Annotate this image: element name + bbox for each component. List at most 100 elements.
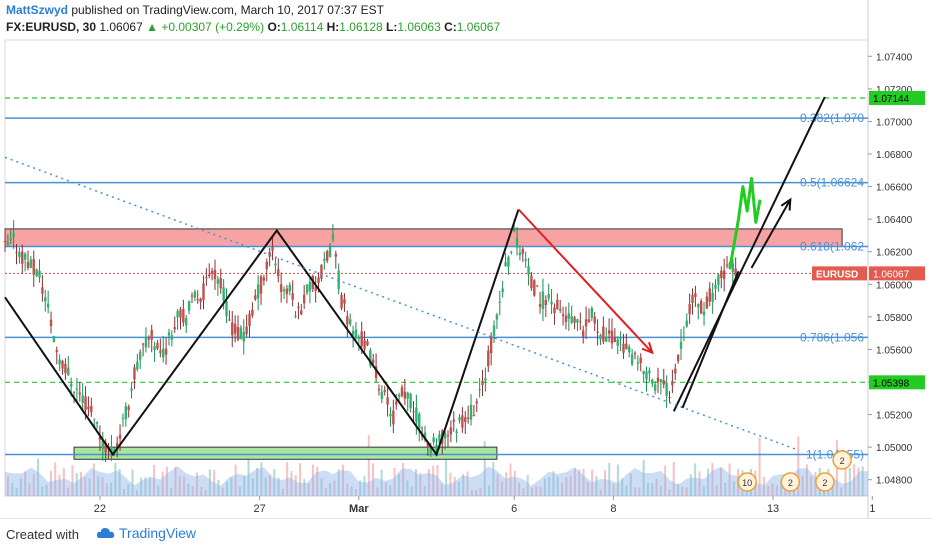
candle-body	[377, 388, 381, 391]
volume-bar	[677, 483, 680, 496]
candle-body	[570, 316, 573, 323]
candle-body	[694, 293, 697, 298]
volume-bar	[277, 477, 280, 496]
candle-body	[274, 263, 277, 266]
open-value: 1.06114	[280, 20, 324, 34]
event-marker[interactable]	[780, 472, 801, 492]
candle-body	[599, 335, 602, 340]
candle-body	[26, 261, 30, 268]
candle-body	[202, 283, 205, 301]
candle-body	[533, 280, 536, 296]
volume-bar	[586, 482, 589, 496]
resistance-zone[interactable]	[4, 228, 843, 248]
candle-body	[130, 388, 133, 391]
candle-body	[9, 238, 12, 241]
candle-body	[619, 338, 622, 340]
event-marker[interactable]	[832, 450, 852, 470]
candle-body	[443, 432, 447, 439]
trend-upper-trend[interactable]	[672, 96, 826, 412]
candle-body	[196, 299, 199, 301]
author-name[interactable]: MattSzwyd	[6, 3, 69, 17]
candle-body	[495, 314, 499, 320]
volume-bar	[573, 468, 576, 496]
candle-body	[233, 324, 237, 334]
candle-body	[645, 371, 648, 380]
candle-body	[432, 437, 435, 443]
volume-bar	[114, 462, 117, 496]
candle-body	[556, 299, 559, 310]
candle-body	[685, 320, 688, 327]
black-arrow-shaft[interactable]	[750, 199, 792, 269]
candle-body	[682, 336, 686, 338]
candle-body	[225, 301, 228, 317]
arrows	[517, 176, 792, 355]
level-badge-green-mid	[869, 375, 925, 390]
candle-body	[182, 309, 185, 323]
red-arrow-shaft[interactable]	[517, 208, 653, 354]
volume-bar	[410, 486, 413, 496]
candle-body	[642, 370, 645, 374]
candle-body	[308, 282, 312, 292]
candle-body	[248, 313, 251, 326]
level-badge-text-green-mid: 1.05398	[873, 378, 910, 389]
candle-body	[121, 417, 125, 419]
x-tick-label: 27	[253, 503, 265, 515]
candle-body	[561, 314, 565, 316]
level-badge-text-green-top: 1.07144	[873, 94, 910, 105]
fib-label-fib-0618: 0.618(1.062	[800, 240, 864, 254]
volume-bar	[92, 463, 95, 496]
trend-lower-support[interactable]	[681, 270, 740, 409]
volume-bar	[105, 483, 108, 496]
volume-bar	[475, 489, 478, 496]
volume-bar	[230, 477, 233, 496]
time-axis[interactable]: 22 27 Mar 6 8 13 1	[94, 496, 876, 515]
y-tick-label: 1.06600	[876, 183, 913, 194]
candle-body	[676, 355, 680, 362]
candle-body	[386, 397, 389, 405]
volume-bar	[118, 469, 121, 496]
candle-body	[156, 343, 159, 349]
volume-bar	[767, 485, 770, 496]
candle-body	[124, 406, 128, 420]
support-zone[interactable]	[73, 446, 498, 460]
event-marker[interactable]	[815, 472, 835, 492]
price-chart[interactable]: 0.382(1.070 0.5(1.06624 0.618(1.062 0.786(1…	[0, 0, 932, 518]
candle-body	[297, 306, 300, 308]
projected-path[interactable]	[728, 176, 762, 269]
tradingview-link[interactable]: TradingView	[95, 525, 196, 541]
candle-body	[558, 309, 562, 311]
y-tick-label: 1.06800	[876, 150, 913, 161]
volume-bar	[668, 489, 671, 496]
volume-bar	[707, 468, 710, 496]
volume-bar	[191, 486, 194, 496]
fib-label-fib-0382: 0.382(1.070	[800, 111, 864, 125]
candle-body	[587, 319, 591, 323]
candle-body	[222, 287, 225, 301]
event-marker[interactable]	[737, 472, 757, 492]
candle-body	[136, 361, 139, 370]
volume-bar	[797, 436, 800, 496]
volume-bar	[402, 463, 405, 496]
volume-bar	[496, 474, 499, 496]
candle-body	[305, 284, 309, 293]
candle-body	[208, 274, 211, 277]
candle-body	[576, 319, 579, 323]
candle-body	[487, 350, 490, 367]
candle-body	[46, 303, 50, 308]
candle-body	[328, 247, 332, 257]
volume-bar	[238, 486, 241, 496]
volume-bar	[294, 475, 297, 496]
event-count: 2	[840, 456, 845, 466]
volume-bar	[80, 471, 83, 496]
volume-bar	[307, 483, 310, 496]
black-arrow-head	[780, 197, 792, 211]
trend-zigzag-1[interactable]	[4, 209, 520, 457]
candle-body	[354, 329, 358, 339]
volume-bar	[505, 472, 508, 496]
price-axis[interactable]: 1.048001.050001.052001.054001.056001.058…	[812, 52, 925, 487]
volume-bar	[604, 470, 607, 496]
candle-body	[294, 315, 297, 317]
volume-bar	[591, 469, 594, 496]
candle-body	[170, 335, 174, 340]
volume-bar	[337, 469, 340, 496]
